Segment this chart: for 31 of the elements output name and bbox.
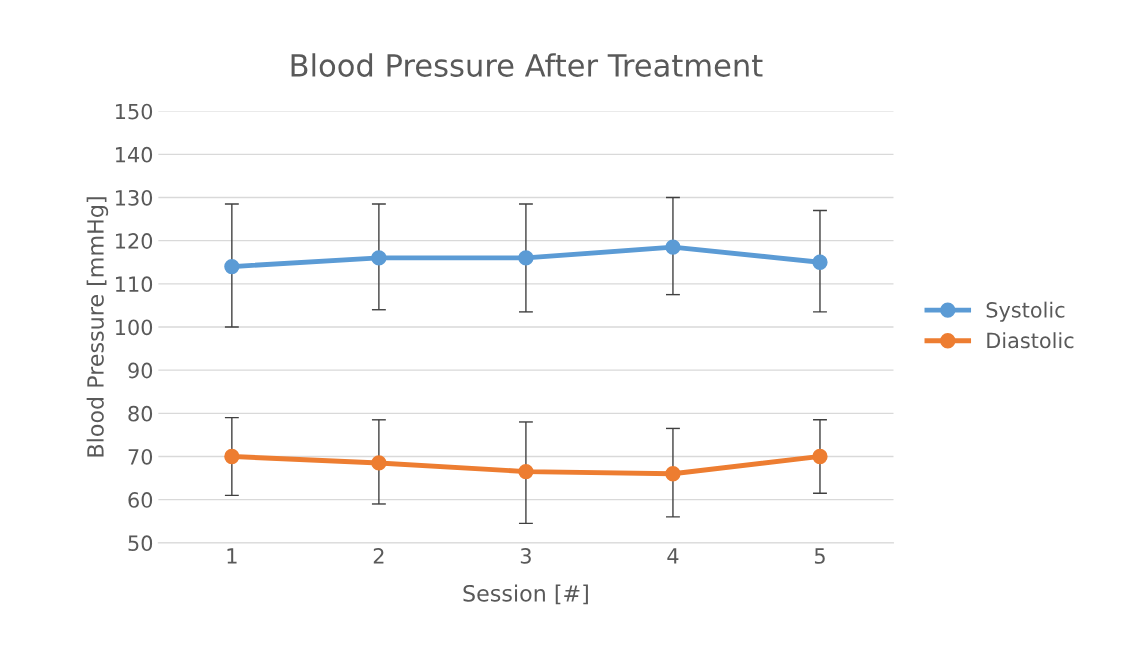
chart-title: Blood Pressure After Treatment (291, 53, 763, 77)
point (371, 250, 387, 266)
x-axis-title: Session [#] (463, 584, 588, 605)
y-tick-label: 150 (116, 103, 153, 120)
y-tick-label: 140 (116, 146, 153, 163)
legend-label: Systolic (986, 301, 1065, 322)
point (812, 448, 828, 465)
y-tick-label: 110 (116, 276, 153, 293)
point (224, 448, 240, 465)
y-tick-label: 80 (128, 405, 153, 422)
y-axis-title: Blood Pressure [mmHg] (86, 197, 109, 457)
point (665, 239, 681, 255)
x-tick-label: 1 (227, 548, 237, 564)
point (518, 250, 534, 266)
point (812, 254, 828, 270)
point (224, 258, 240, 275)
x-tick-label: 3 (520, 548, 531, 564)
point (518, 463, 534, 480)
y-tick-label: 70 (128, 448, 153, 465)
y-tick-label: 90 (128, 362, 153, 379)
y-tick-label: 60 (128, 492, 153, 508)
y-tick-label: 50 (128, 535, 153, 552)
x-tick-label: 5 (814, 548, 825, 564)
y-tick-label: 130 (116, 189, 153, 206)
legend-label: Diastolic (987, 332, 1074, 349)
x-tick-label: 2 (373, 548, 384, 564)
y-tick-label: 100 (116, 319, 153, 336)
point (371, 455, 387, 471)
x-tick-label: 4 (667, 548, 679, 564)
y-tick-label: 120 (116, 233, 153, 249)
point (665, 466, 681, 482)
